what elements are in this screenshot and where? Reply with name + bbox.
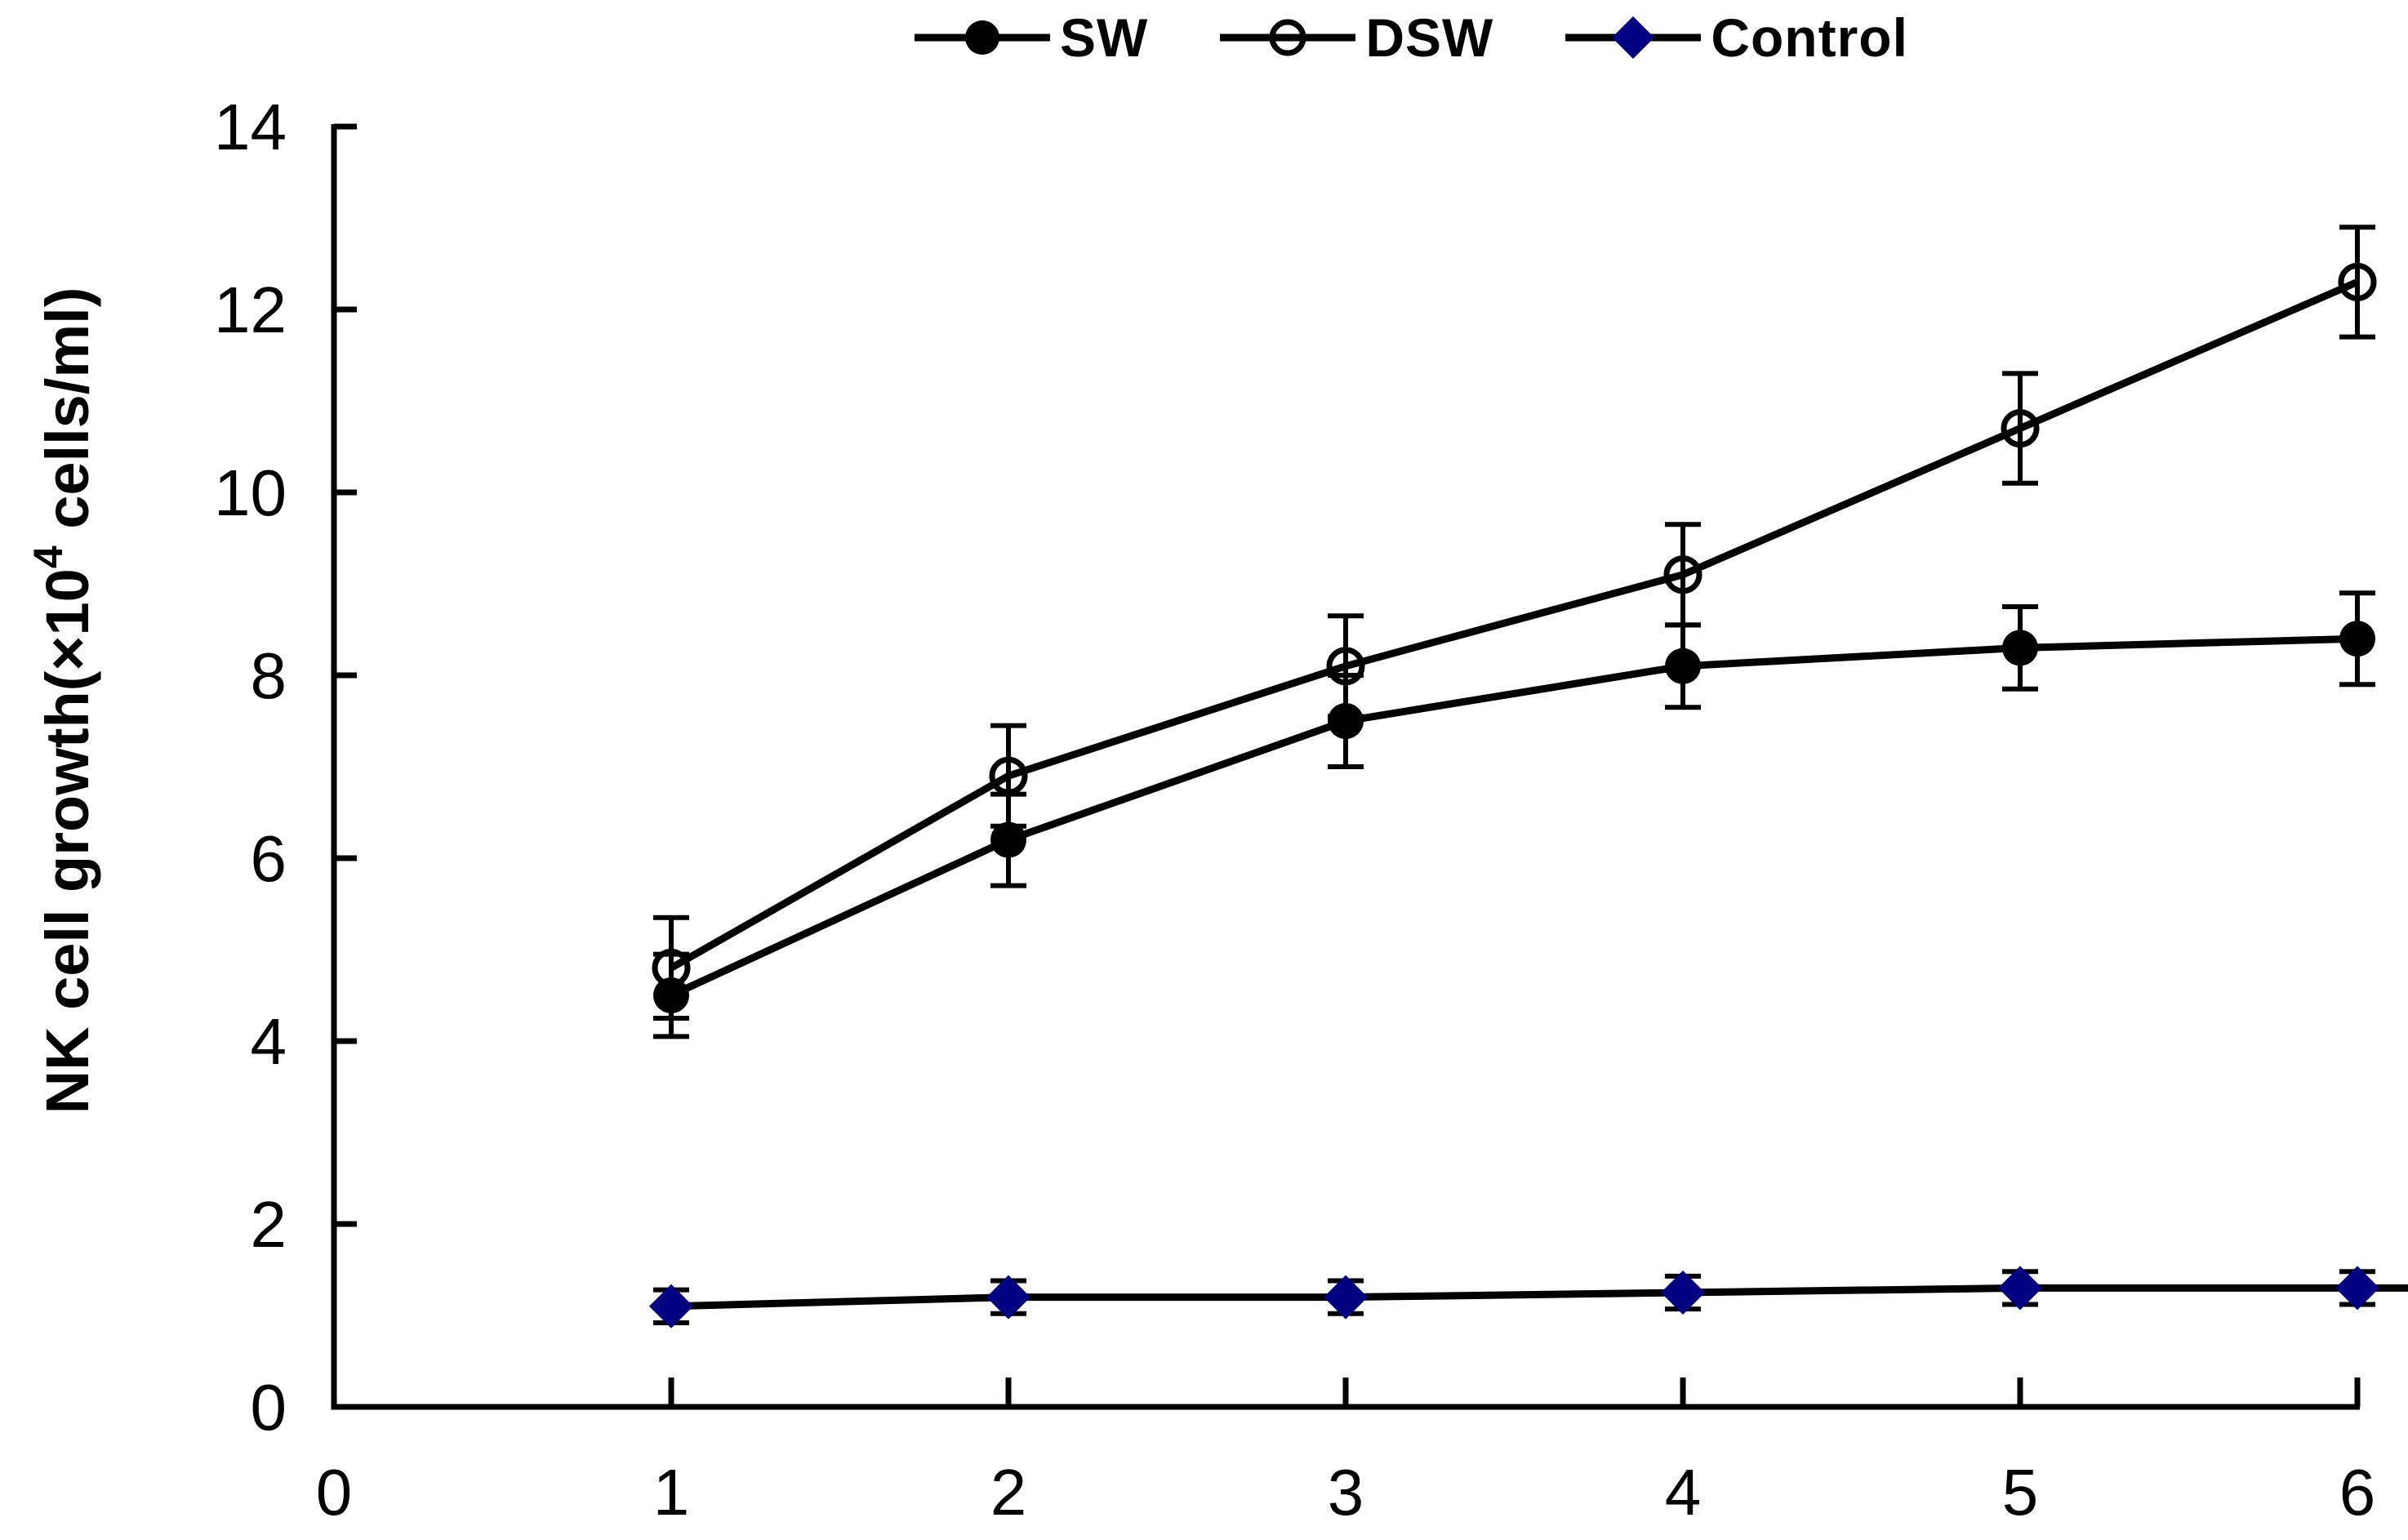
marker-sw-2	[990, 821, 1026, 858]
y-tick-label: 14	[214, 91, 287, 163]
legend-item-sw: SW	[913, 7, 1148, 69]
marker-dsw-2	[989, 756, 1028, 795]
marker-control-5	[1998, 1266, 2042, 1311]
x-tick-label: 4	[1665, 1456, 1702, 1529]
series-line-dsw	[669, 278, 2359, 972]
x-tick-label: 1	[653, 1456, 690, 1529]
marker-dsw-6	[2338, 262, 2377, 301]
legend-label-dsw: DSW	[1365, 7, 1494, 68]
y-tick-label: 12	[214, 274, 287, 346]
series-line-control	[670, 1284, 2408, 1311]
x-tick-label: 5	[2002, 1456, 2039, 1529]
y-tick-label: 0	[251, 1371, 287, 1444]
legend-label-control: Control	[1711, 7, 1908, 68]
marker-control-1	[649, 1284, 693, 1329]
dsw-legend-marker-icon	[1220, 19, 1356, 56]
x-tick-label: 2	[990, 1456, 1027, 1529]
y-tick-label: 2	[251, 1188, 287, 1261]
legend-item-control: Control	[1564, 7, 1908, 69]
marker-dsw-1	[652, 948, 691, 987]
marker-dsw-4	[1663, 555, 1703, 594]
marker-dsw-5	[2001, 409, 2040, 448]
control-legend-marker-icon	[1565, 16, 1702, 59]
marker-control-4	[1661, 1271, 1705, 1315]
y-tick-label: 8	[251, 639, 287, 712]
marker-sw-3	[1328, 703, 1364, 739]
y-tick-label: 4	[251, 1005, 287, 1078]
y-tick-label: 6	[251, 822, 287, 895]
x-tick-label: 3	[1328, 1456, 1364, 1529]
marker-sw-6	[2339, 621, 2375, 657]
legend-label-sw: SW	[1060, 7, 1149, 68]
sw-legend-marker-icon	[915, 20, 1050, 55]
y-tick-label: 10	[214, 456, 287, 529]
marker-control-2	[986, 1275, 1030, 1320]
marker-control-3	[1324, 1275, 1368, 1320]
series-line-sw	[670, 634, 2358, 999]
marker-sw-5	[2002, 630, 2038, 666]
marker-sw-4	[1665, 648, 1701, 684]
x-tick-label: 0	[316, 1456, 353, 1529]
marker-dsw-3	[1326, 647, 1365, 686]
x-tick-label: 6	[2339, 1456, 2376, 1529]
marker-control-6	[2335, 1266, 2379, 1311]
legend: SW DSW Control	[913, 7, 1908, 69]
legend-item-dsw: DSW	[1218, 7, 1493, 69]
